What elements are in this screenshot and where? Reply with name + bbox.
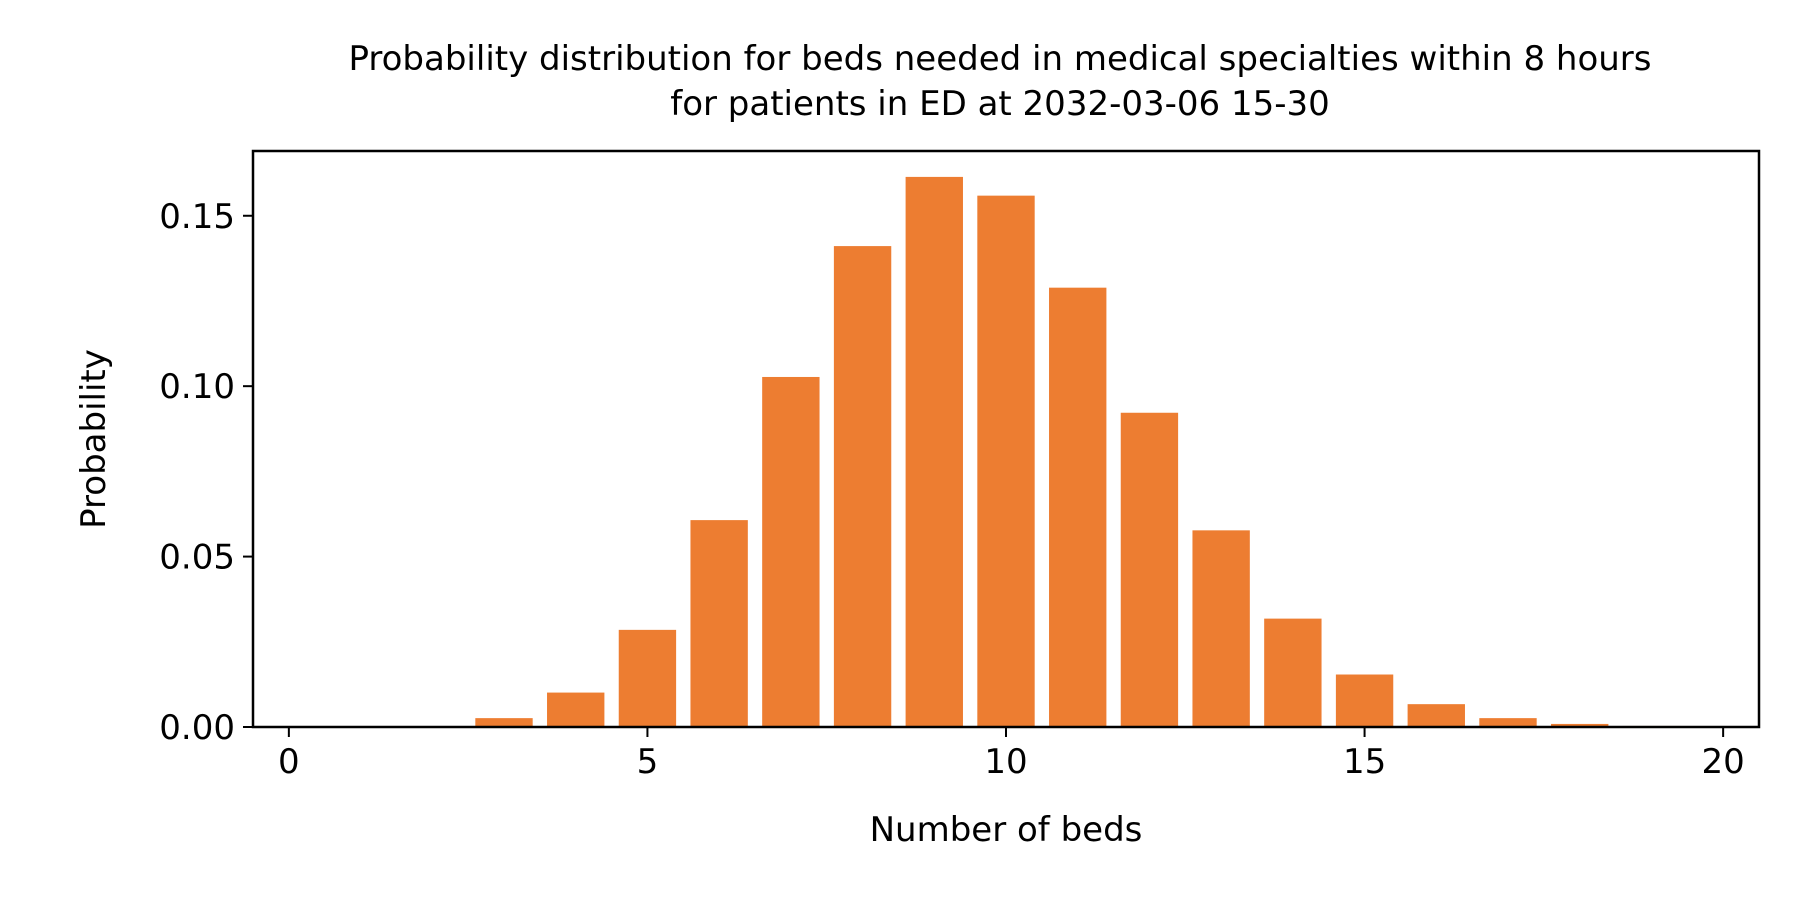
- bar-8: [833, 246, 892, 727]
- chart-title: Probability distribution for beds needed…: [348, 39, 1651, 79]
- bar-16: [1407, 704, 1465, 727]
- bar-11: [1049, 287, 1107, 727]
- y-ticks-group: 0.00 0.05 0.10 0.15: [159, 197, 253, 748]
- bars-group: [475, 176, 1752, 728]
- x-axis-label: Number of beds: [870, 810, 1143, 850]
- x-tick-label: 10: [984, 742, 1027, 782]
- y-tick-label: 0.00: [159, 708, 235, 748]
- bar-15: [1335, 674, 1394, 727]
- bar-13: [1192, 530, 1250, 727]
- y-tick-label: 0.05: [159, 538, 235, 578]
- bar-18: [1551, 723, 1609, 727]
- x-ticks-group: 0 5 10 15 20: [278, 727, 1745, 782]
- bar-5: [618, 629, 677, 727]
- plot-frame: [251, 149, 1761, 729]
- bar-7: [762, 376, 820, 727]
- y-axis-label: Probability: [74, 349, 114, 529]
- bar-4: [547, 692, 605, 727]
- x-tick-label: 20: [1702, 742, 1745, 782]
- y-tick-label: 0.10: [159, 367, 235, 407]
- bar-10: [977, 195, 1035, 728]
- bar-17: [1479, 718, 1537, 727]
- bar-6: [690, 520, 748, 727]
- bar-12: [1120, 412, 1179, 727]
- bar-14: [1264, 618, 1322, 727]
- chart-subtitle: for patients in ED at 2032-03-06 15-30: [670, 84, 1330, 124]
- x-tick-label: 0: [278, 742, 300, 782]
- y-tick-label: 0.15: [159, 197, 235, 237]
- x-tick-label: 5: [637, 742, 659, 782]
- bar-3: [475, 718, 533, 727]
- bar-9: [905, 176, 963, 727]
- x-tick-label: 15: [1343, 742, 1386, 782]
